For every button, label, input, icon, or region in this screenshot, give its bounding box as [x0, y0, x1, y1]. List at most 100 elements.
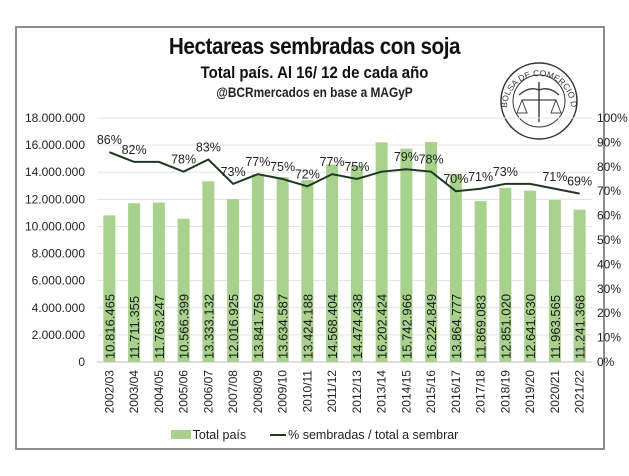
bar [573, 209, 586, 362]
legend-swatch-line [270, 433, 287, 436]
bar-data-label: 16.224.849 [424, 294, 439, 359]
x-category-label: 2021/22 [573, 370, 587, 414]
line-series [109, 151, 580, 195]
bar [350, 165, 363, 362]
line-data-label: 79% [394, 150, 419, 164]
line-data-label: 83% [196, 140, 221, 154]
y-left-tick-label: 12.000.000 [25, 192, 85, 206]
bar-data-label: 12.641.630 [523, 294, 538, 359]
bar [375, 142, 388, 362]
bar [524, 190, 537, 362]
bar-data-label: 12.016.925 [226, 294, 241, 359]
bar-data-label: 16.202.424 [375, 294, 390, 359]
x-category-label: 2014/15 [399, 370, 413, 414]
x-category-label: 2008/09 [251, 370, 265, 414]
y-left-tick-label: 0 [78, 355, 85, 369]
x-category-label: 2010/11 [300, 370, 314, 413]
bar-data-label: 14.568.404 [325, 294, 340, 359]
bar-data-label: 11.241.368 [573, 295, 588, 359]
line-data-label: 78% [171, 153, 196, 167]
bar-data-label: 13.424.188 [300, 294, 315, 359]
y-right-tick-label: 80% [597, 160, 621, 174]
bar-data-label: 13.841.759 [251, 294, 266, 359]
x-category-label: 2018/19 [498, 370, 512, 414]
line-data-label: 77% [320, 155, 345, 169]
y-right-tick-label: 50% [597, 233, 621, 247]
x-category-label: 2009/10 [276, 370, 290, 414]
legend-label-line: % sembradas / total a sembrar [288, 427, 459, 442]
bar [548, 199, 561, 362]
y-left-tick-label: 8.000.000 [32, 247, 86, 261]
bar-data-label: 11.869.083 [474, 295, 489, 359]
line-data-label: 82% [122, 143, 147, 157]
y-left-tick-label: 4.000.000 [32, 301, 86, 315]
bar-data-label: 10.816.465 [102, 294, 117, 359]
bar [103, 215, 116, 362]
line-data-label: 75% [344, 160, 369, 174]
bar [227, 199, 240, 362]
y-left-tick-label: 6.000.000 [32, 274, 86, 288]
x-category-label: 2012/13 [350, 370, 364, 414]
bar-data-label: 15.742.966 [399, 294, 414, 359]
bar [251, 174, 264, 362]
line-data-label: 71% [542, 170, 567, 184]
bar-data-label: 13.634.587 [276, 294, 291, 359]
line-data-label: 73% [221, 165, 246, 179]
x-category-label: 2013/14 [375, 370, 389, 414]
y-right-tick-label: 90% [597, 135, 621, 149]
bar [177, 218, 190, 362]
legend-label-bar: Total país [192, 427, 247, 442]
bar-data-label: 11.763.247 [152, 295, 167, 359]
bar [474, 201, 487, 362]
bar-data-label: 13.864.777 [449, 294, 464, 359]
x-category-label: 2006/07 [201, 370, 215, 414]
line-data-label: 78% [419, 153, 444, 167]
y-right-tick-label: 70% [597, 184, 621, 198]
y-right-tick-label: 40% [597, 257, 621, 271]
chart-source: @BCRmercados en base a MAGyP [216, 85, 413, 100]
x-category-label: 2011/12 [325, 370, 339, 413]
line-data-label: 72% [295, 167, 320, 181]
y-left-tick-label: 18.000.000 [25, 111, 85, 125]
x-category-label: 2017/18 [474, 370, 488, 414]
line-data-label: 69% [567, 175, 592, 189]
y-right-tick-label: 10% [597, 331, 621, 345]
y-right-tick-label: 0% [597, 355, 615, 369]
line-data-label: 86% [97, 133, 122, 147]
bar [326, 164, 339, 362]
bar-data-label: 14.474.438 [350, 294, 365, 359]
bar-data-label: 11.963.565 [548, 295, 563, 359]
bar [449, 174, 462, 362]
bar [152, 202, 165, 362]
bar [499, 187, 512, 362]
x-category-label: 2005/06 [177, 370, 191, 414]
x-category-label: 2016/17 [449, 370, 463, 414]
bar [202, 181, 215, 362]
x-category-label: 2019/20 [523, 370, 537, 414]
chart-title: Hectareas sembradas con soja [168, 33, 461, 59]
x-category-label: 2015/16 [424, 370, 438, 414]
bar-data-label: 10.566.399 [177, 294, 192, 359]
line-data-label: 77% [245, 155, 270, 169]
bar [301, 180, 314, 362]
y-right-tick-label: 30% [597, 282, 621, 296]
bar [425, 142, 438, 362]
chart-subtitle: Total país. Al 16/ 12 de cada año [200, 63, 429, 82]
x-category-label: 2004/05 [152, 370, 166, 414]
line-data-label: 73% [493, 165, 518, 179]
x-category-label: 2007/08 [226, 370, 240, 414]
line-data-label: 75% [270, 160, 295, 174]
legend-swatch-bar [170, 430, 191, 440]
bar [400, 148, 413, 362]
bar [128, 203, 141, 362]
y-left-tick-label: 2.000.000 [32, 328, 86, 342]
y-right-tick-label: 100% [597, 111, 628, 125]
line-data-label: 71% [468, 170, 493, 184]
x-category-label: 2020/21 [548, 370, 562, 414]
x-category-label: 2003/04 [127, 370, 141, 414]
chart-legend: Total país % sembradas / total a sembrar [0, 427, 629, 442]
y-left-tick-label: 14.000.000 [25, 165, 85, 179]
line-data-label: 70% [443, 172, 468, 186]
svg-text:BOLSA DE COMERCIO DE ROSARIO: BOLSA DE COMERCIO DE ROSARIO [0, 0, 579, 108]
